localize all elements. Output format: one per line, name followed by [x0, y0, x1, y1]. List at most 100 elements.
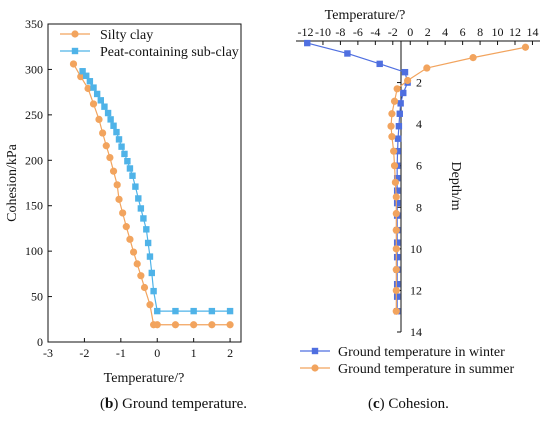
data-point [396, 110, 403, 117]
legend-label: Ground temperature in winter [338, 345, 505, 360]
data-point [148, 269, 155, 277]
data-point [171, 321, 180, 329]
x-tick-label: -1 [116, 346, 126, 360]
data-point [135, 195, 142, 202]
data-point [143, 226, 150, 233]
data-point [124, 157, 131, 165]
y-tick-label: 2 [416, 76, 422, 90]
data-point [388, 133, 396, 141]
data-point [150, 287, 157, 295]
data-point [404, 76, 412, 85]
data-point [393, 293, 401, 300]
y-tick-label: 8 [416, 200, 422, 214]
data-point [129, 172, 136, 179]
legend-marker [311, 347, 319, 355]
y-tick-label: 300 [25, 62, 43, 76]
x-axis-label: Temperature/? [104, 371, 185, 386]
caption-left: (b) Ground temperature. [100, 396, 248, 412]
y-tick-label: 6 [416, 159, 422, 173]
legend-label: Ground temperature in summer [338, 362, 514, 377]
data-point [115, 195, 123, 203]
x-tick-label: -2 [388, 25, 398, 39]
data-point [423, 64, 431, 72]
legend-marker [311, 364, 319, 372]
data-point [126, 165, 134, 172]
x-tick-label: 6 [460, 25, 466, 39]
data-point [392, 266, 400, 274]
y-tick-label: 200 [25, 153, 43, 167]
data-point [122, 223, 130, 231]
series-line [307, 42, 409, 312]
x-tick-label: 2 [227, 346, 233, 360]
data-point [392, 226, 400, 234]
data-point [109, 167, 118, 175]
x-tick-label: -8 [335, 25, 345, 39]
data-point [77, 73, 85, 81]
data-point [395, 123, 403, 130]
data-point [137, 205, 145, 212]
data-point [390, 97, 399, 105]
data-point [146, 301, 154, 309]
y-axis-label: Depth/m [448, 162, 463, 211]
data-point [390, 147, 398, 155]
plot-frame [47, 23, 242, 343]
data-point [394, 147, 401, 155]
data-point [97, 97, 105, 104]
data-point [392, 245, 400, 253]
y-tick-label: 10 [410, 242, 422, 256]
x-tick-label: -12 [298, 25, 314, 39]
x-tick-label: 0 [407, 25, 413, 39]
data-point [172, 307, 179, 315]
data-point [226, 321, 234, 329]
data-point [113, 128, 120, 136]
data-point [226, 307, 234, 315]
data-point [129, 248, 138, 256]
data-point [394, 135, 402, 142]
data-point [400, 89, 407, 97]
data-point [140, 215, 147, 222]
data-point [90, 84, 97, 91]
x-tick-label: -6 [353, 25, 363, 39]
legend: Ground temperature in winter Ground tempe… [300, 345, 514, 377]
y-tick-label: 350 [25, 17, 43, 31]
data-point [393, 253, 401, 261]
data-point [132, 183, 139, 190]
data-point [153, 321, 161, 329]
data-point [392, 209, 400, 218]
data-point [99, 129, 107, 137]
data-point [144, 239, 152, 247]
data-point [104, 109, 112, 117]
data-point [208, 307, 216, 315]
legend-label: Peat-containing sub-clay [100, 45, 239, 60]
data-point [393, 187, 401, 194]
y-tick-label: 12 [410, 283, 422, 297]
data-point [376, 60, 383, 68]
x-tick-label: -3 [43, 346, 53, 360]
caption-right: (c) Cohesion. [368, 396, 449, 412]
data-point [137, 272, 145, 280]
legend-marker [71, 30, 79, 38]
data-point [397, 100, 404, 107]
data-point [69, 60, 78, 68]
x-tick-label: 8 [477, 25, 483, 39]
data-point [521, 43, 530, 51]
data-point [401, 68, 409, 76]
data-point [86, 78, 94, 85]
data-point [106, 153, 114, 162]
data-point [392, 286, 400, 295]
x-tick-label: 4 [442, 25, 448, 39]
y-axis-label: Cohesion/kPa [5, 143, 20, 222]
caption-text: Cohesion. [388, 396, 449, 412]
caption-tag: b [105, 396, 114, 412]
x-tick-label: -2 [79, 346, 89, 360]
legend-label: Silty clay [100, 28, 153, 43]
data-point [110, 122, 117, 129]
data-point [392, 193, 400, 201]
y-tick-label: 150 [25, 199, 43, 213]
data-point [393, 199, 401, 207]
legend-marker [71, 47, 79, 55]
x-tick-label: 1 [191, 346, 197, 360]
data-point [107, 116, 114, 123]
